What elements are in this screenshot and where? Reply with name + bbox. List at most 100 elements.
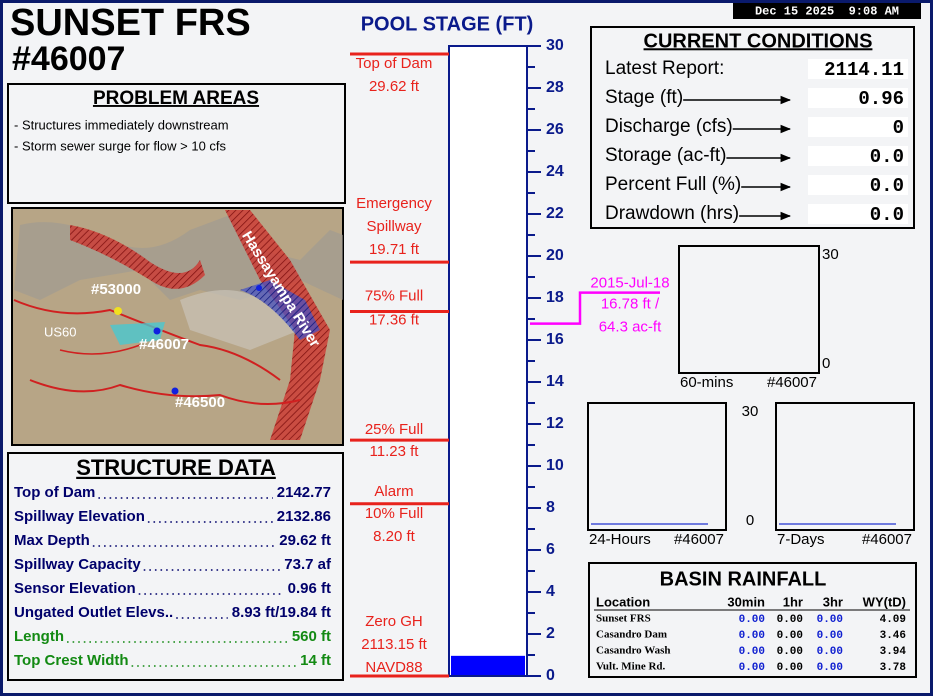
rain-table-header: 3hr <box>823 594 843 609</box>
structure-label: Sensor Elevation <box>14 580 136 597</box>
rain-chart-period: 24-Hours <box>589 531 651 548</box>
y-tick-label: 10 <box>546 457 564 474</box>
level-label: 2113.15 ft <box>361 636 427 653</box>
map-channel <box>29 379 301 405</box>
condition-value: 0.0 <box>870 204 904 226</box>
structure-value: 8.93 ft/19.84 ft <box>232 604 331 621</box>
rain-value: 3.46 <box>880 630 906 642</box>
rain-location: Sunset FRS <box>596 613 651 625</box>
site-title: SUNSET FRS <box>10 2 251 44</box>
rain-value: 0.00 <box>739 630 765 642</box>
structure-value: 560 ft <box>292 628 331 645</box>
y-tick-label: 4 <box>546 583 555 600</box>
rain-tick-label: 0 <box>746 512 754 529</box>
rain-table-header: 1hr <box>783 594 803 609</box>
rain-location: Casandro Dam <box>596 629 667 641</box>
rain-chart-frame <box>775 402 915 531</box>
y-tick-label: 26 <box>546 121 564 138</box>
condition-label: Latest Report: <box>605 58 724 79</box>
y-tick-label: 18 <box>546 289 564 306</box>
condition-value-box <box>808 59 908 79</box>
level-label: Spillway <box>366 218 422 235</box>
rain-value: 0.00 <box>739 646 765 658</box>
structure-label: Spillway Elevation <box>14 508 145 525</box>
y-tick-label: 6 <box>546 541 555 558</box>
current-conditions-title: CURRENT CONDITIONS <box>644 30 873 52</box>
condition-value-box <box>808 175 908 195</box>
problem-item: - Storm sewer surge for flow > 10 cfs <box>14 138 227 153</box>
rain-chart-site: #46007 <box>862 531 912 548</box>
rain-value: 0.00 <box>739 614 765 626</box>
y-tick-label: 16 <box>546 331 564 348</box>
structure-value: 29.62 ft <box>279 532 331 549</box>
level-label: 25% Full <box>365 421 423 438</box>
rain-tick-label: 30 <box>822 246 839 263</box>
structure-label: Top Crest Width <box>14 652 129 669</box>
condition-label: Percent Full (%) <box>605 174 741 195</box>
rain-value: 0.00 <box>817 614 843 626</box>
rain-chart-site: #46007 <box>767 374 817 391</box>
rain-value: 0.00 <box>777 614 803 626</box>
condition-value-box <box>808 204 908 224</box>
condition-label: Discharge (cfs) <box>605 116 733 137</box>
structure-label: Length <box>14 628 64 645</box>
record-label: 16.78 ft / <box>601 296 660 313</box>
site-id: #46007 <box>12 40 125 78</box>
level-label: Emergency <box>356 195 432 212</box>
y-tick-label: 22 <box>546 205 564 222</box>
level-label: Alarm <box>374 483 413 500</box>
basin-rainfall-title: BASIN RAINFALL <box>660 568 827 590</box>
level-label: 75% Full <box>365 287 423 304</box>
structure-label: Max Depth <box>14 532 90 549</box>
y-tick-label: 24 <box>546 163 564 180</box>
y-tick-label: 20 <box>546 247 564 264</box>
datetime-box <box>733 3 921 19</box>
map-wash <box>240 280 320 340</box>
level-label: 29.62 ft <box>369 78 420 95</box>
map-label: US60 <box>44 324 77 339</box>
condition-value: 0.0 <box>870 175 904 197</box>
map-site-dot <box>114 307 122 315</box>
structure-label: Top of Dam <box>14 484 95 501</box>
rain-location: Vult. Mine Rd. <box>596 661 666 673</box>
basin-rainfall-panel <box>588 562 917 678</box>
condition-label: Stage (ft) <box>605 87 683 108</box>
level-label: Zero GH <box>365 613 423 630</box>
condition-label: Storage (ac-ft) <box>605 145 726 166</box>
rain-value: 4.09 <box>880 614 906 626</box>
map-pool <box>110 322 165 345</box>
current-conditions-panel <box>590 26 915 229</box>
condition-value-box <box>808 117 908 137</box>
condition-label: Drawdown (hrs) <box>605 203 739 224</box>
rain-value: 0.00 <box>739 662 765 674</box>
structure-value: 2142.77 <box>277 484 331 501</box>
structure-data-panel <box>7 452 344 681</box>
rain-chart-period: 7-Days <box>777 531 825 548</box>
rain-chart-period: 60-mins <box>680 374 733 391</box>
pool-tube <box>448 45 528 677</box>
y-tick-label: 30 <box>546 37 564 54</box>
rain-tick-label: 30 <box>742 403 759 420</box>
rain-value: 0.00 <box>777 646 803 658</box>
problem-areas-panel <box>7 83 346 204</box>
rain-value: 0.00 <box>817 662 843 674</box>
structure-value: 14 ft <box>300 652 331 669</box>
level-label: Top of Dam <box>356 55 433 72</box>
condition-value-box <box>808 88 908 108</box>
y-tick-label: 28 <box>546 79 564 96</box>
rain-chart-site: #46007 <box>674 531 724 548</box>
level-label: 10% Full <box>365 505 423 522</box>
stage-bar <box>451 655 525 675</box>
level-label: 17.36 ft <box>369 311 420 328</box>
pool-stage-title: POOL STAGE (FT) <box>361 13 534 35</box>
level-label: 8.20 ft <box>373 528 416 545</box>
record-marker <box>530 291 660 325</box>
map: #53000 US60 #46007 Hassayampa River #465… <box>11 207 344 446</box>
rain-table-header: Location <box>596 594 650 609</box>
rain-table-header: 30min <box>727 594 765 609</box>
map-site-dot <box>153 327 161 335</box>
map-channel <box>59 344 141 355</box>
y-tick-label: 8 <box>546 499 555 516</box>
